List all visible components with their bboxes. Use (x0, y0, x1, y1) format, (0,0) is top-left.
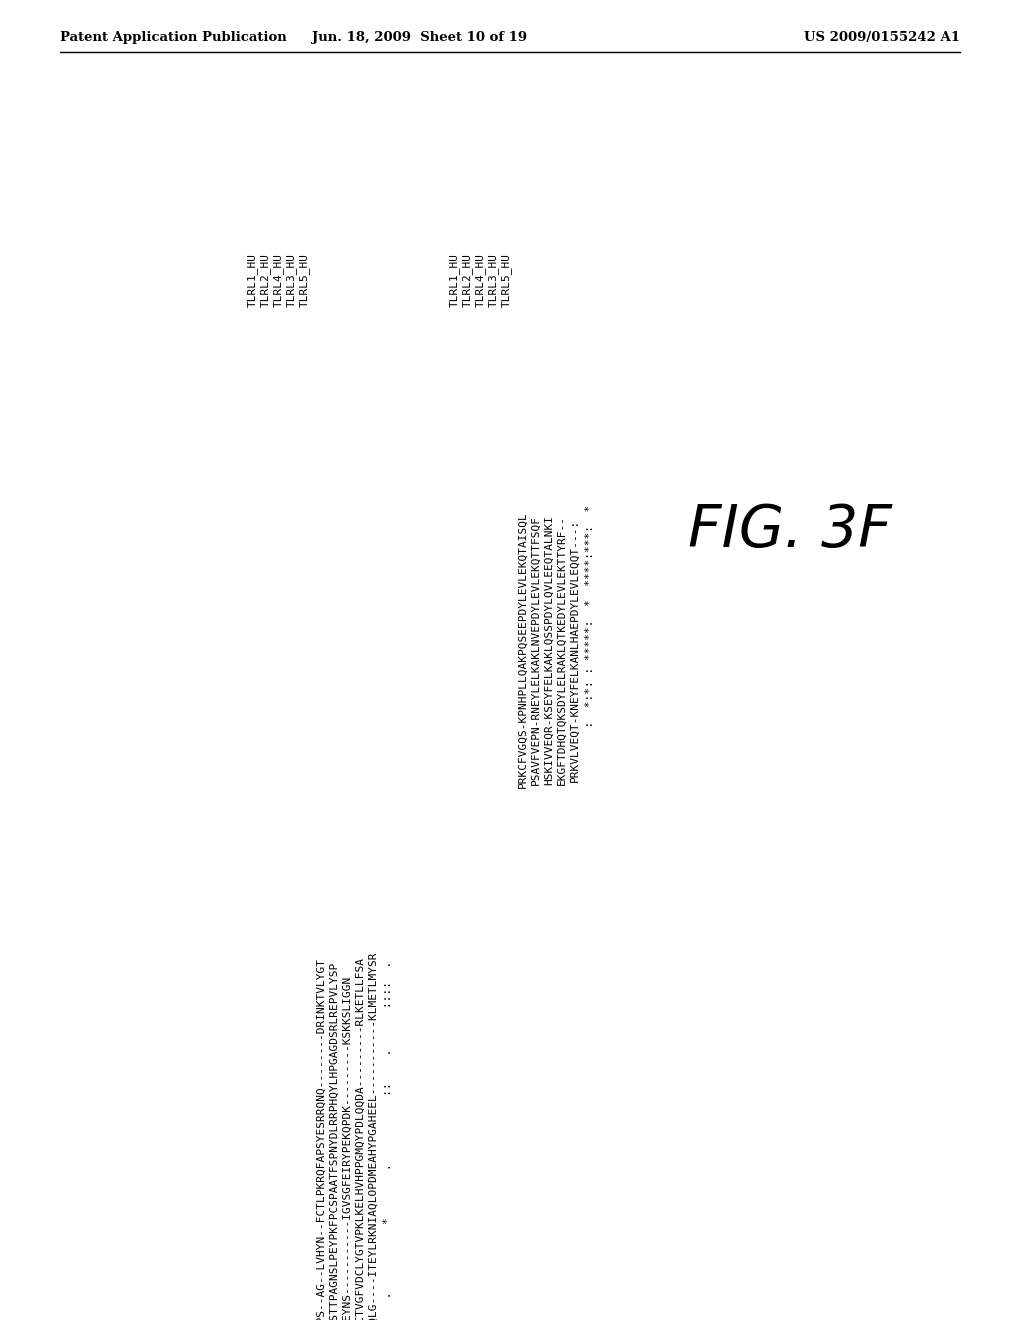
Text: US 2009/0155242 A1: US 2009/0155242 A1 (804, 30, 961, 44)
Text: ERVKELPS--AG--LVHYN--FCTLPKRQFAPSYESRRQNQ--------DRINKTVLYGT: ERVKELPS--AG--LVHYN--FCTLPKRQFAPSYESRRQN… (316, 957, 326, 1320)
Text: TLRL4_HU: TLRL4_HU (475, 253, 486, 308)
Text: .          *       .          ::    .      ::::  .: . * . :: . :::: . (383, 961, 393, 1320)
Text: TLRL4_HU: TLRL4_HU (273, 253, 284, 308)
Text: HSKIVVEQR-KSEYFELKAKLQSSPDYLQVLEEQTALNKI: HSKIVVEQR-KSEYFELKAKLQSSPDYLQVLEEQTALNKI (544, 515, 554, 785)
Text: ESSKEYNS-----------IGVSGFEIRYPEKQPDK---------KSKKSLIGGN: ESSKEYNS-----------IGVSGFEIRYPEKQPDK----… (342, 974, 352, 1320)
Text: EKGFTDHQTQKSDYLELRAKLQTKEDYLEVLEKTTYRF--: EKGFTDHQTQKSDYLELRAKLQTKEDYLEVLEKTTYRF-- (557, 515, 567, 785)
Text: Patent Application Publication: Patent Application Publication (60, 30, 287, 44)
Text: TLRL3_HU: TLRL3_HU (488, 253, 499, 308)
Text: FIG. 3F: FIG. 3F (688, 502, 892, 558)
Text: TLRL3_HU: TLRL3_HU (286, 253, 297, 308)
Text: TLRL1_HU: TLRL1_HU (450, 253, 460, 308)
Text: :  *:*: : *****:  *  ****:***:  *: : *:*: : *****: * ****:***: * (585, 504, 595, 795)
Text: EKERELQQLG----ITEYLRKNIAQLOPDMEAHYPGAHEEL-----------KLMETLMYSR: EKERELQQLG----ITEYLRKNIAQLOPDMEAHYPGAHEE… (368, 950, 378, 1320)
Text: Jun. 18, 2009  Sheet 10 of 19: Jun. 18, 2009 Sheet 10 of 19 (312, 30, 527, 44)
Text: RPQPAPCTVGFVDCLYGTVPKLKELHVHPPGMQYPDLQQDA---------RLKETLLFSA: RPQPAPCTVGFVDCLYGTVPKLKELHVHPPGMQYPDLQQD… (355, 957, 365, 1320)
Text: TLRL1_HU: TLRL1_HU (247, 253, 258, 308)
Text: TLRL5_HU: TLRL5_HU (501, 253, 512, 308)
Text: TLRL2_HU: TLRL2_HU (462, 253, 473, 308)
Text: TLRL5_HU: TLRL5_HU (299, 253, 310, 308)
Text: PSAVFVEPN-RNEYLELKAKLNVEPDYLEVLEKQTTFSQF: PSAVFVEPN-RNEYLELKAKLNVEPDYLEVLEKQTTFSQF (531, 515, 541, 785)
Text: TLRL2_HU: TLRL2_HU (260, 253, 271, 308)
Text: PRKVLVEQT-KNEYFELKANLHAEPDYLEVLEQQT---:: PRKVLVEQT-KNEYFELKANLHAEPDYLEVLEQQT---: (570, 519, 580, 781)
Text: EPDKHCSTTPAGNSLPEYPKFPCSPAATFSPNYDLRRPHQYLHPGAGDSRLREPVLYSP: EPDKHCSTTPAGNSLPEYPKFPCSPAATFSPNYDLRRPHQ… (329, 961, 339, 1320)
Text: PRKCFVGQS-KPNHPLLQAKPQSEEPDYLEVLEKQTAISQL: PRKCFVGQS-KPNHPLLQAKPQSEEPDYLEVLEKQTAISQ… (518, 512, 528, 788)
